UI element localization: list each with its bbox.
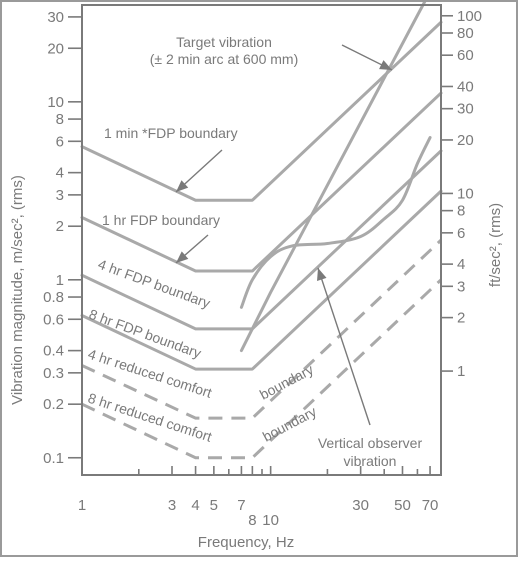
y2-tick-label: 8 bbox=[457, 203, 465, 220]
y2-tick-label: 3 bbox=[457, 278, 465, 295]
x-tick-label: 50 bbox=[394, 497, 411, 514]
y-tick-label: 6 bbox=[56, 133, 64, 150]
observer-leader bbox=[317, 267, 371, 426]
y2-tick-label: 80 bbox=[457, 25, 474, 42]
annotation-observer-line1: Vertical observer bbox=[318, 435, 423, 451]
y2-tick-label: 30 bbox=[457, 101, 474, 118]
y2-tick-label: 2 bbox=[457, 310, 465, 327]
observer-arrowhead bbox=[317, 268, 327, 281]
y2-tick-label: 60 bbox=[457, 47, 474, 64]
leader-layer bbox=[175, 44, 393, 426]
y-tick-label: 0.2 bbox=[43, 396, 64, 413]
plot-frame bbox=[81, 4, 442, 476]
y-tick-label: 4 bbox=[56, 165, 64, 182]
annotation-fdp1hr-line1: 1 hr FDP boundary bbox=[102, 212, 220, 228]
y-tick-label: 1 bbox=[56, 272, 64, 289]
series-line-1-hr-fdp-boundary bbox=[80, 91, 443, 273]
y2-tick-label: 40 bbox=[457, 78, 474, 95]
y-tick-label: 0.1 bbox=[43, 450, 64, 467]
series-line-4-hr-reduced-comfort-boundary bbox=[81, 239, 443, 420]
x-tick-label: 30 bbox=[352, 497, 369, 514]
x-tick-label: 10 bbox=[262, 512, 279, 529]
x-tick-label: 4 bbox=[191, 497, 199, 514]
series-layer bbox=[80, 0, 443, 460]
annotation-rc4hr-line2: boundary bbox=[257, 361, 316, 403]
y2-tick-label: 6 bbox=[457, 225, 465, 242]
annotation-target-line1: Target vibration bbox=[176, 34, 272, 50]
annotation-fdp4hr-line1: 4 hr FDP boundary bbox=[96, 256, 212, 311]
tick-label-layer: 3020108643210.80.60.40.30.20.11008060403… bbox=[43, 8, 482, 529]
y-axis-label: Vibration magnitude, m/sec², (rms) bbox=[9, 175, 26, 405]
y-tick-label: 3 bbox=[56, 187, 64, 204]
y2-tick-label: 1 bbox=[457, 363, 465, 380]
y-tick-label: 10 bbox=[47, 94, 64, 111]
series-line-8-hr-reduced-comfort-boundary bbox=[81, 278, 443, 460]
annotation-fdp1min-line1: 1 min *FDP boundary bbox=[104, 125, 238, 141]
y-tick-label: 0.3 bbox=[43, 365, 64, 382]
annotation-observer-line2: vibration bbox=[344, 453, 397, 469]
series-line-target-vibration bbox=[239, 0, 428, 353]
x-tick-label: 3 bbox=[168, 497, 176, 514]
y-tick-label: 2 bbox=[56, 218, 64, 235]
x-tick-label: 70 bbox=[422, 497, 439, 514]
target-vibration-arrowhead bbox=[379, 60, 392, 70]
y2-axis-label: ft/sec², (rms) bbox=[487, 203, 504, 287]
annotation-rc8hr-line2: boundary bbox=[260, 403, 319, 445]
y-tick-label: 0.8 bbox=[43, 289, 64, 306]
y-tick-label: 0.4 bbox=[43, 343, 64, 360]
y2-tick-label: 4 bbox=[457, 256, 465, 273]
series-line-vertical-observer-vibration bbox=[239, 136, 432, 309]
annotation-target-line2: (± 2 min arc at 600 mm) bbox=[150, 51, 299, 67]
fdp-1hr-arrowhead bbox=[176, 251, 189, 263]
series-line-1-min-fdp-boundary bbox=[80, 20, 443, 202]
x-tick-label: 7 bbox=[237, 497, 245, 514]
y-tick-label: 30 bbox=[47, 9, 64, 26]
x-axis-label: Frequency, Hz bbox=[198, 534, 294, 551]
x-tick-label: 1 bbox=[78, 497, 86, 514]
x-tick-label: 8 bbox=[248, 512, 256, 529]
series-line-8-hr-fdp-boundary bbox=[80, 189, 443, 371]
x-tick-label: 5 bbox=[210, 497, 218, 514]
y-tick-label: 20 bbox=[47, 40, 64, 57]
y2-tick-label: 100 bbox=[457, 8, 482, 25]
y2-tick-label: 10 bbox=[457, 185, 474, 202]
y2-tick-label: 20 bbox=[457, 132, 474, 149]
fdp-1min-arrowhead bbox=[176, 180, 189, 192]
y-tick-label: 8 bbox=[56, 111, 64, 128]
y-tick-label: 0.6 bbox=[43, 311, 64, 328]
